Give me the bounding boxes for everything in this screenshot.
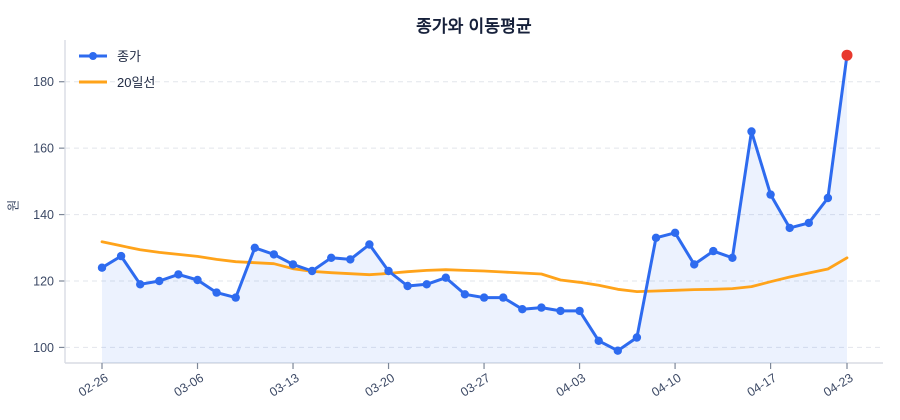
data-point-marker	[269, 250, 279, 259]
data-point-marker	[670, 228, 680, 237]
data-point-marker	[766, 190, 775, 199]
x-tick-label: 04-10	[649, 371, 684, 400]
data-point-marker	[250, 243, 259, 252]
data-point-marker	[728, 253, 737, 262]
y-tick-label: 140	[33, 208, 54, 222]
data-point-marker	[537, 303, 546, 312]
x-tick-label: 04-03	[554, 371, 589, 400]
ma-line-swatch-icon	[79, 80, 107, 83]
y-tick-label: 120	[33, 275, 54, 289]
data-point-marker	[346, 255, 355, 264]
data-point-marker	[403, 281, 412, 291]
legend-item-close: 종가	[78, 46, 155, 65]
y-tick-label: 180	[33, 75, 54, 89]
x-tick-label: 03-06	[172, 371, 207, 400]
data-point-marker	[384, 266, 393, 276]
data-point-marker	[231, 293, 240, 302]
data-point-marker	[174, 270, 183, 279]
legend-label-close: 종가	[117, 49, 141, 64]
data-point-marker	[97, 263, 107, 272]
legend: 종가 20일선	[78, 46, 155, 91]
data-point-marker	[422, 280, 431, 289]
data-point-marker	[651, 233, 661, 242]
data-point-marker	[155, 276, 164, 286]
data-point-marker	[613, 346, 622, 355]
legend-label-ma: 20일선	[117, 75, 156, 90]
data-point-marker	[441, 273, 450, 282]
data-point-marker	[116, 251, 126, 261]
data-point-marker	[307, 266, 317, 276]
data-point-marker	[804, 218, 813, 228]
data-point-marker	[327, 253, 336, 262]
data-point-marker	[518, 305, 527, 314]
data-point-marker	[212, 288, 221, 297]
data-point-marker	[365, 240, 374, 249]
area-fill	[102, 55, 847, 363]
data-point-marker	[136, 280, 145, 289]
close-line	[100, 53, 849, 353]
data-point-marker	[594, 336, 603, 345]
ma-line	[100, 240, 849, 293]
x-tick-label: 04-23	[821, 371, 856, 400]
close-line-swatch-icon	[79, 51, 107, 60]
data-point-marker	[632, 333, 642, 342]
data-point-marker	[288, 260, 298, 269]
data-point-marker	[690, 260, 699, 269]
x-tick-label: 02-26	[76, 371, 111, 400]
x-tick-label: 03-13	[267, 371, 302, 400]
data-point-marker	[479, 293, 489, 302]
data-point-marker	[747, 127, 756, 136]
y-tick-label: 160	[33, 142, 54, 156]
last-point-marker	[841, 49, 853, 61]
data-point-marker	[556, 306, 565, 316]
data-point-marker	[575, 306, 584, 316]
chart-title: 종가와 이동평균	[416, 17, 532, 36]
data-point-marker	[785, 223, 794, 233]
data-point-marker	[823, 193, 833, 203]
y-tick-label: 100	[33, 341, 54, 355]
x-tick-label: 03-27	[458, 371, 493, 400]
data-point-marker	[193, 275, 202, 285]
data-point-marker	[499, 293, 508, 302]
legend-item-ma: 20일선	[78, 72, 155, 91]
data-point-marker	[709, 246, 718, 256]
x-tick-label: 03-20	[363, 371, 398, 400]
x-tick-label: 04-17	[745, 371, 780, 400]
data-point-marker	[460, 290, 470, 299]
